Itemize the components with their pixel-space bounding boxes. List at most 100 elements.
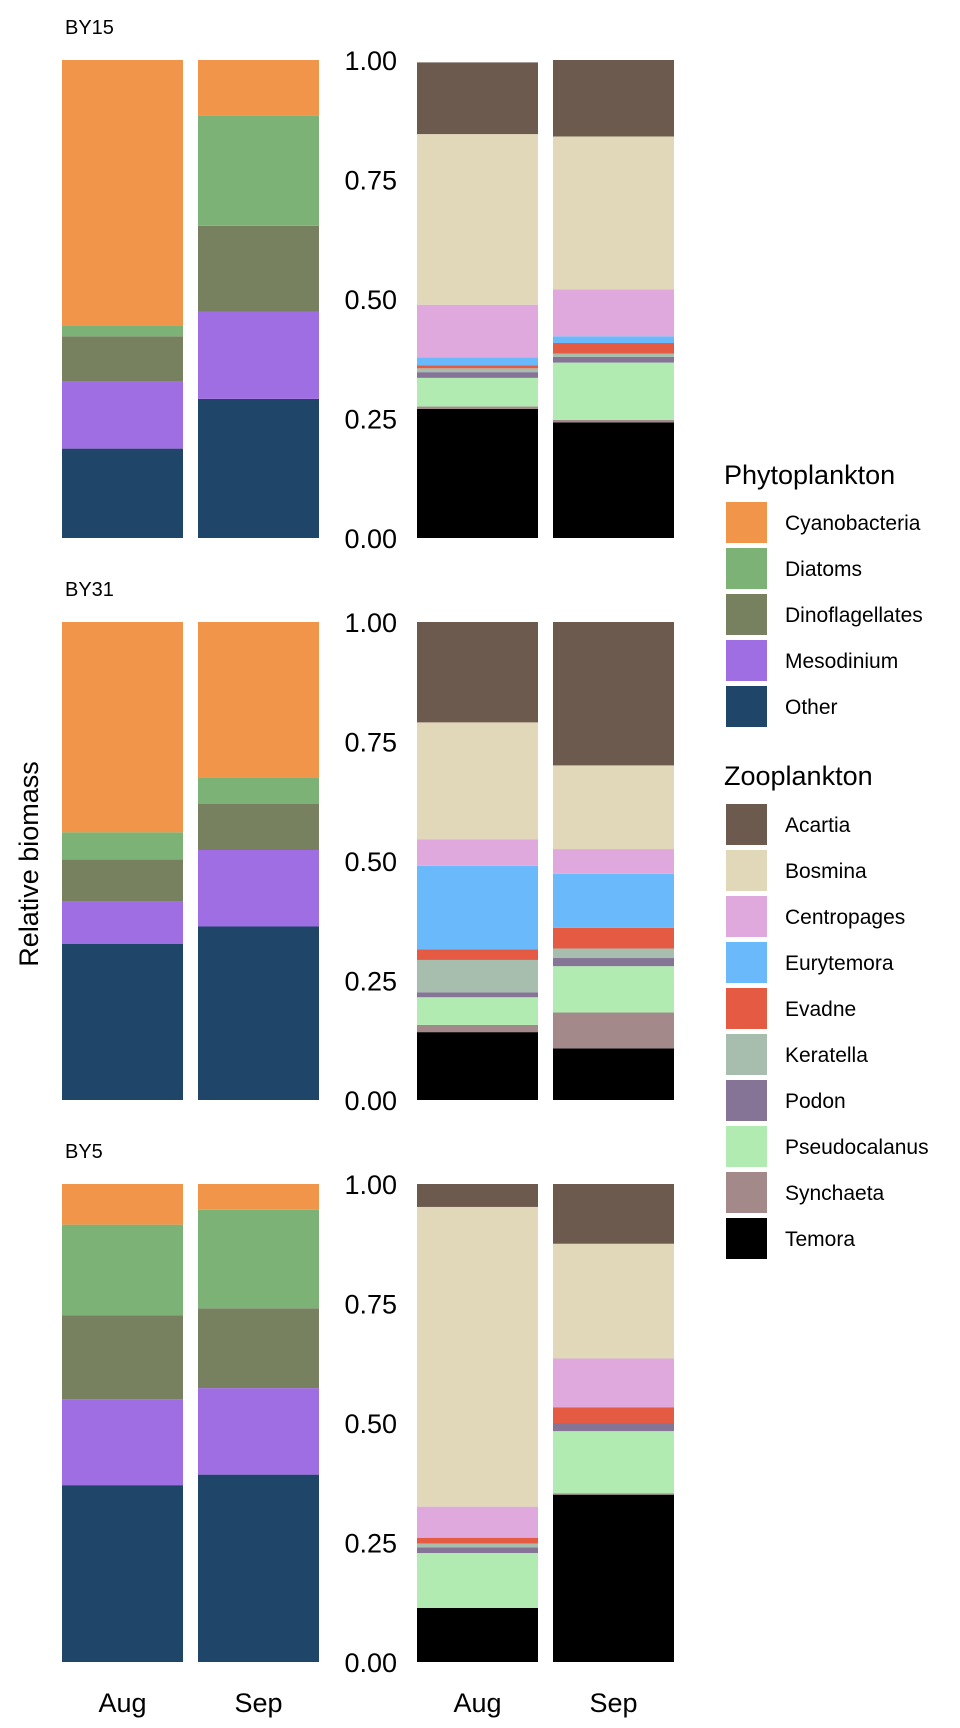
legend-key-dinoflagellates	[726, 594, 767, 635]
y-axis-label: Relative biomass	[14, 761, 44, 967]
bar-by5-zoo-sep-acartia	[553, 1184, 674, 1244]
bar-by15-phyto-aug-cyanobacteria	[62, 60, 183, 326]
legend-key-keratella	[726, 1034, 767, 1075]
legend-label-evadne: Evadne	[785, 998, 856, 1021]
bar-by5-zoo-aug-pseudocalanus	[417, 1553, 538, 1608]
bar-by31-zoo-aug-acartia	[417, 622, 538, 723]
legend-label-cyanobacteria: Cyanobacteria	[785, 512, 921, 535]
bar-by5-phyto-sep-diatoms	[198, 1209, 319, 1309]
legend-label-other: Other	[785, 696, 838, 719]
bar-by15-zoo-sep-evadne	[553, 342, 674, 354]
panel-title-by15: BY15	[65, 17, 114, 39]
bar-by31-zoo-aug-keratella	[417, 959, 538, 993]
bar-by5-zoo-sep-synchaeta	[553, 1493, 674, 1495]
legend-key-cyanobacteria	[726, 502, 767, 543]
y-tick-label: 0.75	[344, 728, 397, 758]
legend-label-dinoflagellates: Dinoflagellates	[785, 604, 923, 627]
bar-by31-zoo-sep-keratella	[553, 948, 674, 959]
panel-by15: BY15 0.00 0.25 0.50 0.75 1.00	[62, 17, 674, 554]
legend-key-acartia	[726, 804, 767, 845]
y-tick-label: 0.50	[344, 285, 397, 315]
bar-by31-zoo-sep-eurytemora	[553, 873, 674, 928]
bar-by31-phyto-aug-cyanobacteria	[62, 622, 183, 833]
bar-by5-phyto-sep-dinoflagellates	[198, 1308, 319, 1389]
panel-by31: BY31 0.00 0.25 0.50 0.75 1.00	[62, 579, 674, 1116]
panel-by5: BY5 0.00 0.25 0.50 0.75 1.00	[62, 1141, 674, 1678]
bar-by5-phyto-aug-cyanobacteria	[62, 1184, 183, 1225]
bar-by31-zoo-aug-temora	[417, 1032, 538, 1100]
legend-phytoplankton: Phytoplankton Cyanobacteria Diatoms Dinofla…	[724, 460, 923, 727]
bar-by15-zoo-sep-eurytemora	[553, 336, 674, 343]
bar-by15-phyto-sep-cyanobacteria	[198, 60, 319, 116]
legend-key-eurytemora	[726, 942, 767, 983]
bar-by5-zoo-sep-centropages	[553, 1358, 674, 1408]
y-tick-label: 0.50	[344, 847, 397, 877]
legend-key-other	[726, 686, 767, 727]
bar-by15-zoo-sep-temora	[553, 422, 674, 538]
bar-by15-zoo-sep-pseudocalanus	[553, 362, 674, 420]
bar-by31-phyto-aug-dinoflagellates	[62, 859, 183, 902]
legend-label-synchaeta: Synchaeta	[785, 1182, 885, 1205]
bar-by31-phyto-aug-mesodinium	[62, 901, 183, 944]
bar-by31-zoo-aug-evadne	[417, 949, 538, 960]
bar-by31-zoo-aug-eurytemora	[417, 865, 538, 950]
bar-by15-zoo-aug-podon	[417, 372, 538, 378]
legend-label-diatoms: Diatoms	[785, 558, 862, 581]
y-tick-label: 0.00	[344, 1648, 397, 1678]
panel-title-by31: BY31	[65, 579, 114, 601]
legend-label-centropages: Centropages	[785, 906, 905, 929]
bar-by5-zoo-sep-temora	[553, 1494, 674, 1662]
bar-by5-phyto-aug-other	[62, 1485, 183, 1662]
bar-by5-phyto-sep-cyanobacteria	[198, 1184, 319, 1210]
bar-by15-zoo-aug-pseudocalanus	[417, 377, 538, 407]
x-tick-label-zoo-sep: Sep	[589, 1688, 637, 1718]
legend-key-diatoms	[726, 548, 767, 589]
bar-by31-phyto-sep-cyanobacteria	[198, 622, 319, 778]
legend-key-mesodinium	[726, 640, 767, 681]
y-tick-label: 0.25	[344, 967, 397, 997]
y-tick-label: 0.25	[344, 1529, 397, 1559]
bar-by5-zoo-sep-bosmina	[553, 1243, 674, 1359]
bar-by5-zoo-aug-podon	[417, 1547, 538, 1554]
bar-by15-phyto-sep-dinoflagellates	[198, 225, 319, 312]
bar-by15-phyto-aug-mesodinium	[62, 381, 183, 449]
bar-by31-zoo-aug-podon	[417, 992, 538, 998]
bar-by15-zoo-aug-bosmina	[417, 134, 538, 305]
bar-by31-zoo-sep-acartia	[553, 622, 674, 766]
bar-by15-phyto-sep-other	[198, 398, 319, 538]
legend-label-pseudocalanus: Pseudocalanus	[785, 1136, 929, 1159]
bar-by5-zoo-sep-podon	[553, 1423, 674, 1432]
bar-by15-zoo-sep-acartia	[553, 60, 674, 137]
bar-by15-zoo-aug-evadne	[417, 365, 538, 369]
bar-by31-zoo-sep-synchaeta	[553, 1012, 674, 1049]
bar-by15-zoo-sep-podon	[553, 356, 674, 363]
legend-key-centropages	[726, 896, 767, 937]
bar-by5-zoo-aug-keratella	[417, 1543, 538, 1548]
bar-by31-phyto-aug-other	[62, 943, 183, 1100]
y-tick-label: 0.75	[344, 166, 397, 196]
bar-by31-zoo-sep-pseudocalanus	[553, 966, 674, 1013]
bar-by5-phyto-sep-mesodinium	[198, 1388, 319, 1475]
bar-by31-zoo-sep-centropages	[553, 849, 674, 874]
bar-by5-phyto-sep-other	[198, 1474, 319, 1662]
bar-by31-zoo-sep-evadne	[553, 927, 674, 949]
legend-label-podon: Podon	[785, 1090, 846, 1113]
y-tick-label: 0.00	[344, 1086, 397, 1116]
legend-key-temora	[726, 1218, 767, 1259]
x-tick-label-phyto-aug: Aug	[98, 1688, 146, 1718]
bar-by5-zoo-sep-evadne	[553, 1407, 674, 1423]
bar-by15-zoo-sep-centropages	[553, 289, 674, 337]
bar-by15-zoo-sep-synchaeta	[553, 419, 674, 423]
bar-by15-phyto-sep-mesodinium	[198, 311, 319, 399]
legend-label-bosmina: Bosmina	[785, 860, 867, 883]
legend-title-zooplankton: Zooplankton	[724, 761, 873, 791]
x-tick-label-phyto-sep: Sep	[234, 1688, 282, 1718]
bar-by31-zoo-aug-synchaeta	[417, 1024, 538, 1033]
bar-by5-phyto-aug-dinoflagellates	[62, 1315, 183, 1400]
bar-by5-zoo-aug-centropages	[417, 1506, 538, 1538]
bar-by31-phyto-aug-diatoms	[62, 832, 183, 860]
bar-by31-zoo-sep-temora	[553, 1048, 674, 1100]
legend-label-keratella: Keratella	[785, 1044, 868, 1067]
bar-by31-phyto-sep-mesodinium	[198, 850, 319, 927]
